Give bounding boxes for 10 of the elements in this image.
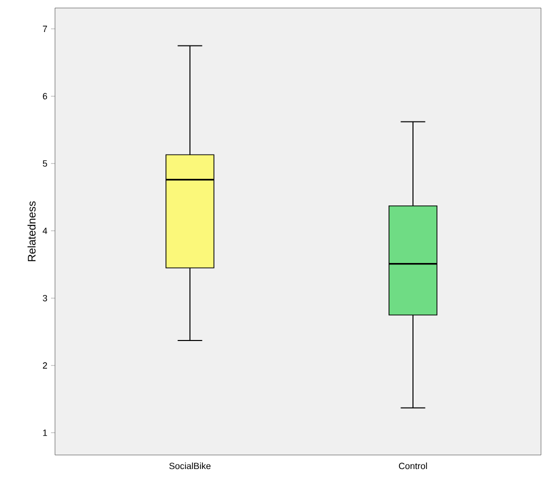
y-tick-label: 2 <box>42 362 48 369</box>
y-tick-label: 4 <box>42 228 48 234</box>
y-tick-label: 7 <box>42 26 48 32</box>
x-tick-label: Control <box>398 462 427 470</box>
x-tick-label: SocialBike <box>169 462 211 470</box>
y-tick-label: 6 <box>42 92 48 100</box>
y-tick-label: 1 <box>43 430 48 436</box>
y-tick-label: 5 <box>42 160 48 167</box>
y-axis-title: Relatedness <box>28 201 36 262</box>
y-tick-label: 3 <box>42 294 48 302</box>
